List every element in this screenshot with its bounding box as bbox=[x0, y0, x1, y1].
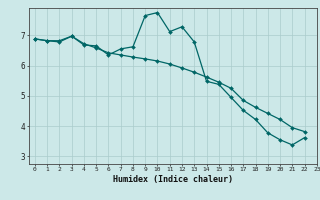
X-axis label: Humidex (Indice chaleur): Humidex (Indice chaleur) bbox=[113, 175, 233, 184]
